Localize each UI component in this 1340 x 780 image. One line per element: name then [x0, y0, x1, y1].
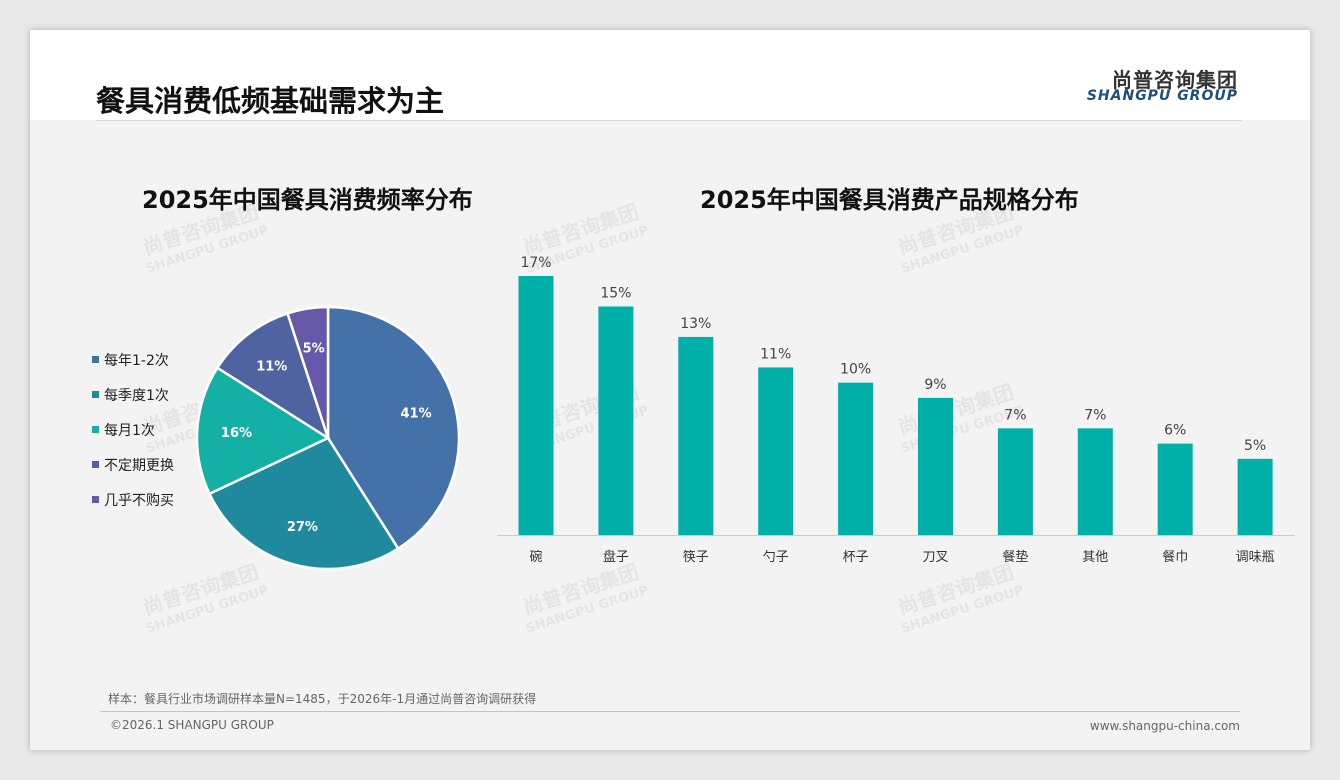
legend-label: 每季度1次	[104, 387, 169, 404]
pie-slice	[285, 305, 330, 439]
legend-label: 每月1次	[104, 422, 155, 439]
pie-data-label: 16%	[221, 426, 252, 441]
pie-data-label: 5%	[303, 341, 325, 356]
copyright: ©2026.1 SHANGPU GROUP	[110, 718, 274, 732]
legend-label: 几乎不购买	[104, 492, 174, 509]
pie-data-label: 27%	[287, 520, 318, 535]
bar	[997, 428, 1033, 535]
page-title: 餐具消费低频基础需求为主	[96, 84, 445, 118]
bar-data-label: 7%	[1084, 407, 1106, 423]
legend-swatch	[92, 461, 99, 468]
footer-divider	[100, 711, 1240, 712]
pie-data-label: 11%	[256, 360, 287, 375]
legend-swatch	[92, 496, 99, 503]
bar-data-label: 10%	[840, 362, 871, 378]
x-tick-label: 勺子	[763, 550, 789, 565]
bar-data-label: 6%	[1164, 423, 1186, 439]
bar	[678, 336, 714, 535]
website-url: www.shangpu-china.com	[1089, 719, 1240, 733]
pie-slice	[207, 436, 400, 571]
bar	[1237, 458, 1273, 535]
bar	[1157, 443, 1193, 535]
x-tick-label: 其他	[1082, 550, 1108, 565]
bar-data-label: 13%	[680, 316, 711, 332]
header-divider	[96, 120, 1242, 121]
legend-swatch	[92, 391, 99, 398]
x-tick-label: 盘子	[603, 549, 629, 565]
bar-data-label: 9%	[924, 377, 946, 393]
bar-chart-title: 2025年中国餐具消费产品规格分布	[700, 186, 1079, 214]
bar	[598, 306, 634, 535]
legend-item: 每年1-2次	[92, 342, 174, 377]
x-tick-label: 餐巾	[1162, 549, 1188, 565]
legend-item: 几乎不购买	[92, 482, 174, 517]
bar	[1077, 428, 1113, 535]
bar-data-label: 5%	[1244, 438, 1266, 454]
pie-data-label: 41%	[400, 406, 431, 421]
bar-data-label: 7%	[1004, 407, 1026, 423]
logo-cn: 尚普咨询集团	[1112, 68, 1238, 92]
bar	[518, 276, 554, 535]
legend-item: 每月1次	[92, 412, 174, 447]
pie-slice	[195, 366, 331, 496]
x-tick-label: 碗	[529, 549, 542, 565]
logo-en: SHANGPU GROUP	[1086, 88, 1238, 104]
pie-legend: 每年1-2次 每季度1次每月1次不定期更换几乎不购买	[92, 342, 174, 517]
legend-item: 每季度1次	[92, 377, 174, 412]
pie-chart-title: 2025年中国餐具消费频率分布	[142, 186, 473, 214]
x-tick-label: 杯子	[843, 550, 869, 565]
bar-data-label: 17%	[520, 255, 551, 271]
x-tick-label: 餐垫	[1002, 549, 1028, 565]
pie-slice	[215, 311, 331, 441]
legend-label: 每年1-2次	[104, 352, 169, 369]
x-tick-label: 调味瓶	[1236, 550, 1275, 565]
bar-data-label: 15%	[600, 285, 631, 301]
legend-label: 不定期更换	[104, 457, 174, 474]
x-tick-label: 筷子	[683, 549, 709, 565]
legend-swatch	[92, 426, 99, 433]
bar-data-label: 11%	[760, 346, 791, 362]
legend-item: 不定期更换	[92, 447, 174, 482]
sample-note: 样本：餐具行业市场调研样本量N=1485，于2026年-1月通过尚普咨询调研获得	[108, 692, 537, 706]
legend-swatch	[92, 356, 99, 363]
header	[30, 30, 1310, 120]
bar	[838, 382, 874, 535]
bar	[918, 397, 953, 535]
x-tick-label: 刀叉	[922, 550, 948, 565]
bar	[758, 367, 794, 535]
